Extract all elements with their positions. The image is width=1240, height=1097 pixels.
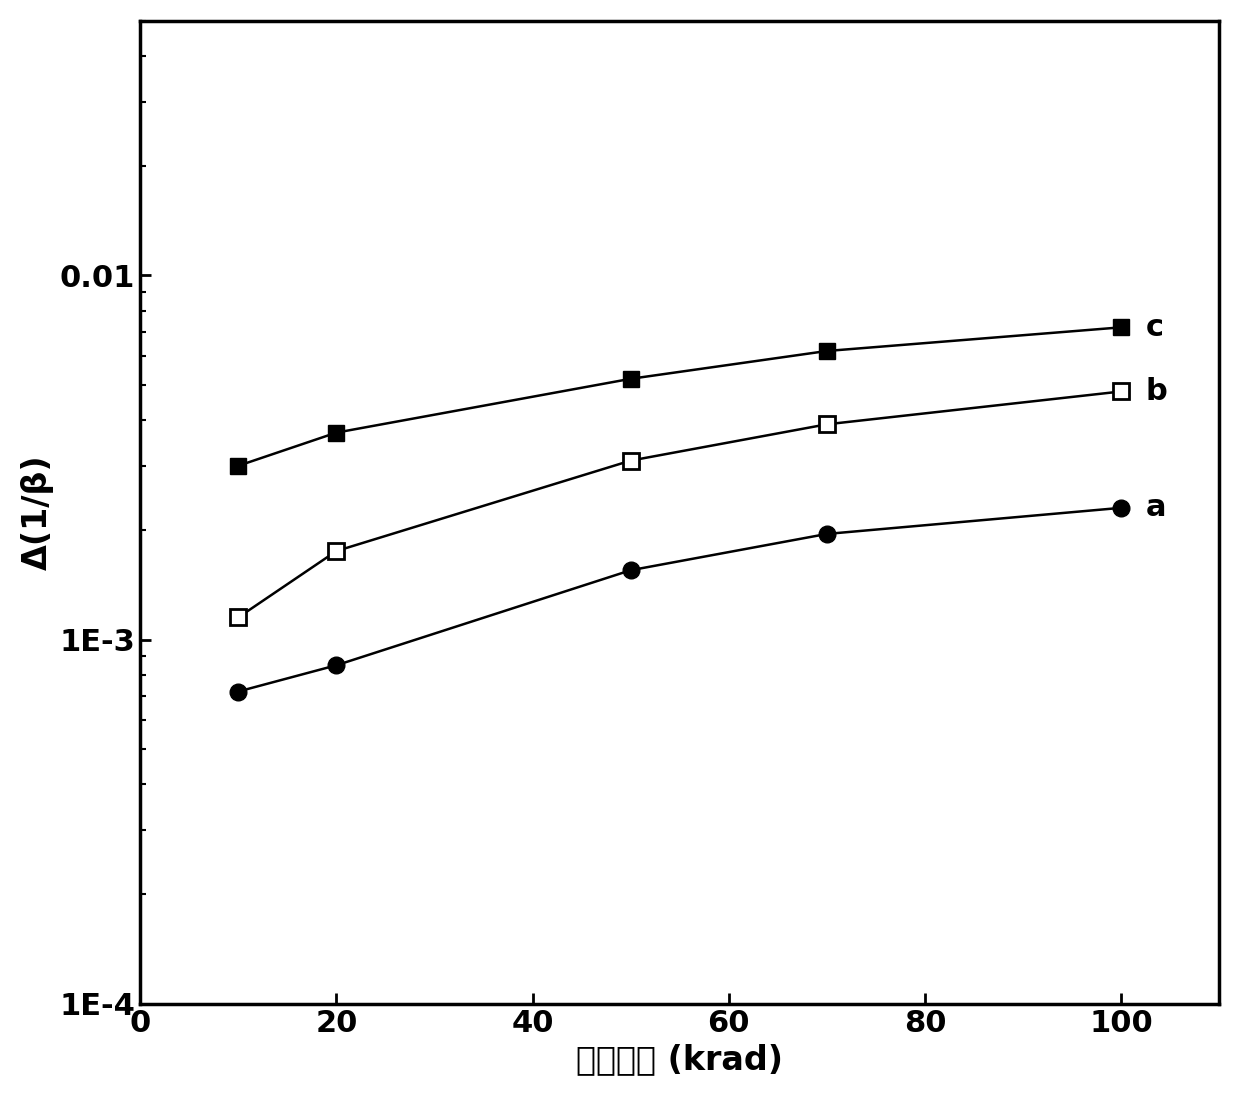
Text: c: c (1146, 313, 1163, 342)
Text: b: b (1146, 377, 1167, 406)
Y-axis label: Δ(1/β): Δ(1/β) (21, 454, 53, 570)
Text: a: a (1146, 494, 1166, 522)
X-axis label: 吸收剂量 (krad): 吸收剂量 (krad) (577, 1043, 784, 1076)
